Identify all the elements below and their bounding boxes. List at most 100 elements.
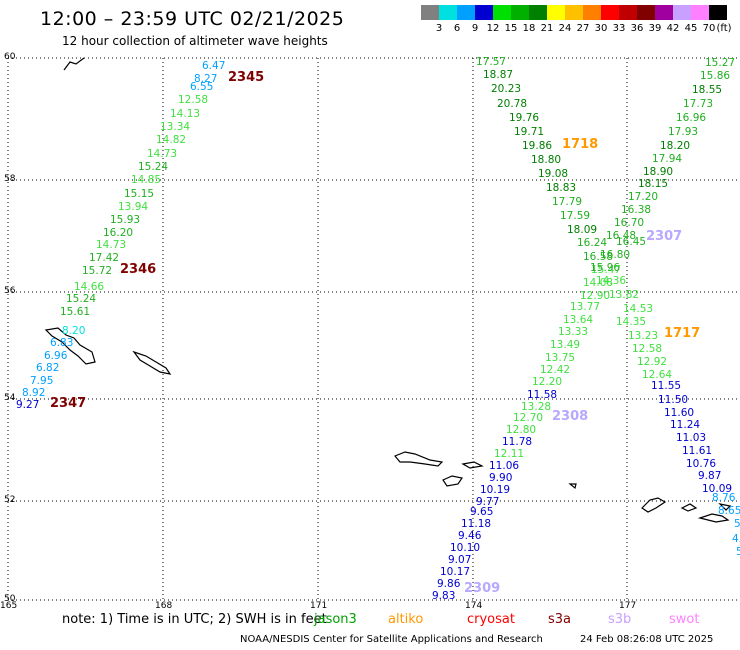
pass-time-label: 2309 — [464, 581, 501, 596]
wave-height-value: 15.61 — [60, 306, 91, 318]
legend-swatch — [565, 5, 583, 20]
pass-time-label: 2307 — [646, 229, 683, 244]
wave-height-value: 5. — [734, 518, 740, 530]
coastline-island-mid — [132, 350, 172, 375]
wave-height-value: 11.03 — [676, 432, 707, 444]
wave-height-value: 15.27 — [705, 57, 736, 69]
wave-height-value: 15.15 — [124, 188, 155, 200]
pass-time-label: 2346 — [120, 262, 157, 277]
satellite-label: s3b — [608, 612, 632, 627]
wave-height-value: 12.42 — [540, 364, 571, 376]
legend-tick-label: 3 — [435, 23, 443, 34]
legend-swatch — [691, 5, 709, 20]
wave-height-value: 19.08 — [538, 168, 569, 180]
wave-height-value: 13.34 — [160, 121, 191, 133]
wave-height-value: 13.94 — [118, 201, 149, 213]
wave-height-value: 10.09 — [702, 483, 733, 495]
wave-height-value: 14.35 — [616, 316, 647, 328]
pass-time-label: 2347 — [50, 396, 87, 411]
wave-height-value: 9.65 — [470, 506, 494, 518]
wave-height-value: 9.90 — [489, 472, 513, 484]
legend-tick-label: 27 — [576, 23, 590, 34]
coastline-kamchatka — [63, 57, 85, 71]
legend-tick-label: 18 — [522, 23, 536, 34]
credit-line: NOAA/NESDIS Center for Satellite Applica… — [240, 634, 543, 645]
wave-height-value: 18.20 — [660, 140, 691, 152]
wave-height-value: 12.64 — [642, 369, 673, 381]
wave-height-value: 12.90 — [580, 290, 611, 302]
wave-height-value: 12.58 — [632, 343, 663, 355]
wave-height-value: 12.80 — [506, 424, 537, 436]
coastline-islet-5 — [680, 503, 698, 512]
wave-height-value: 11.60 — [664, 407, 695, 419]
wave-height-value: 15.24 — [138, 161, 169, 173]
legend-tick-label: 36 — [630, 23, 644, 34]
wave-height-value: 12.20 — [532, 376, 563, 388]
legend-swatch — [547, 5, 565, 20]
wave-height-value: 6.96 — [44, 350, 68, 362]
wave-height-value: 20.23 — [491, 83, 522, 95]
wave-height-value: 14.66 — [74, 281, 105, 293]
wave-height-value: 7.95 — [30, 375, 54, 387]
wave-height-value: 9.46 — [458, 530, 482, 542]
wave-height-value: 13.33 — [558, 326, 589, 338]
wave-height-value: 11.18 — [461, 518, 492, 530]
wave-height-value: 18.87 — [483, 69, 514, 81]
wave-height-value: 20.78 — [497, 98, 528, 110]
wave-height-value: 17.94 — [652, 153, 683, 165]
longitude-label: 174 — [465, 601, 483, 611]
wave-height-value: 18.09 — [567, 224, 598, 236]
wave-height-value: 18.80 — [531, 154, 562, 166]
legend-swatch — [709, 5, 727, 20]
wave-height-value: 19.76 — [509, 112, 540, 124]
wave-height-value: 13.23 — [628, 330, 659, 342]
wave-height-value: 13.49 — [550, 339, 581, 351]
latitude-label: 54 — [4, 393, 16, 403]
wave-height-value: 12.11 — [494, 448, 525, 460]
graticule — [7, 57, 740, 601]
legend-tick-label: 15 — [504, 23, 518, 34]
wave-height-value: 17.59 — [560, 210, 591, 222]
longitude-label: 168 — [155, 601, 173, 611]
wave-height-value: 15.47 — [591, 264, 622, 276]
wave-height-value: 16.20 — [103, 227, 134, 239]
legend-tick-label: 45 — [684, 23, 698, 34]
wave-height-value: 11.50 — [658, 394, 689, 406]
legend-tick-label: 6 — [453, 23, 461, 34]
wave-height-value: 10.76 — [686, 458, 717, 470]
wave-height-value: 16.48 — [606, 230, 637, 242]
wave-height-value: 13.64 — [563, 314, 594, 326]
wave-height-value: 9.77 — [476, 496, 500, 508]
wave-height-value: 18.90 — [643, 166, 674, 178]
wave-height-value: 11.06 — [489, 460, 520, 472]
wave-height-value: 16.58 — [583, 251, 614, 263]
satellite-label: cryosat — [467, 612, 515, 627]
wave-height-value: 16.96 — [676, 112, 707, 124]
wave-height-value: 11.24 — [670, 419, 701, 431]
legend-swatch — [619, 5, 637, 20]
wave-height-value: 18.15 — [638, 178, 669, 190]
coastline-islet-1 — [461, 461, 484, 469]
map-title: 12:00 – 23:59 UTC 02/21/2025 — [40, 8, 345, 30]
wave-height-value: 9.83 — [432, 590, 456, 602]
wave-height-value: 16.24 — [577, 237, 608, 249]
wave-height-value: 12.92 — [637, 356, 668, 368]
wave-height-value: 13.82 — [609, 289, 640, 301]
wave-height-value: 12.70 — [513, 412, 544, 424]
legend-tick-label: 42 — [666, 23, 680, 34]
wave-height-value: 16.45 — [616, 236, 647, 248]
wave-height-value: 17.20 — [628, 191, 659, 203]
legend-tick-label: 9 — [471, 23, 479, 34]
wave-height-value: 13.75 — [545, 352, 576, 364]
wave-height-value: 5. — [736, 546, 740, 558]
longitude-label: 177 — [619, 601, 637, 611]
longitude-label: 171 — [310, 601, 328, 611]
latitude-label: 52 — [4, 495, 16, 505]
coastline-islet-6 — [697, 513, 730, 523]
wave-height-value: 14.82 — [156, 134, 187, 146]
satellite-label: jason3 — [314, 612, 357, 627]
wave-height-value: 11.78 — [502, 436, 533, 448]
legend-unit: (ft) — [716, 23, 732, 34]
wave-height-value: 13.28 — [521, 401, 552, 413]
coastline-islet-2 — [442, 475, 463, 487]
